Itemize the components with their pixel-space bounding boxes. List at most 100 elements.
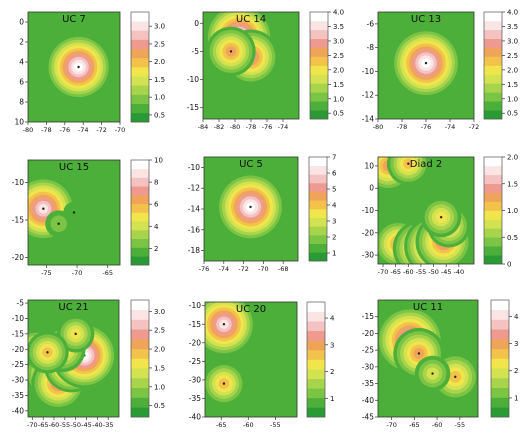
x-tick-label: -65 (102, 269, 113, 277)
y-tick-label: -45 (362, 413, 374, 422)
colorbar-swatch (307, 397, 325, 408)
colorbar: 1 2 3 4 (306, 301, 335, 418)
panel-title: UC 11 (413, 302, 443, 313)
colorbar-swatch (484, 74, 502, 84)
plot-area (378, 157, 472, 264)
colorbar-swatch (484, 165, 502, 176)
colorbar-tick-label: 1.0 (507, 207, 518, 215)
y-tick-label: 8 (19, 98, 24, 107)
colorbar-swatch (307, 302, 325, 312)
colorbar-swatch (307, 407, 325, 418)
colorbar-frame (306, 301, 326, 418)
colorbar-swatch (131, 309, 149, 320)
colorbar-tick-label: 0 (507, 261, 511, 269)
colorbar-tick-label: 3 (332, 218, 336, 226)
colorbar-tick-label: 3.0 (154, 23, 165, 31)
x-tick-label: -80 (373, 123, 384, 131)
x-tick-label: -55 (60, 421, 71, 429)
colorbar-swatch (131, 112, 149, 123)
x-tick-label: -65 (216, 421, 227, 429)
colorbar-tick-label: 2.0 (333, 66, 344, 74)
y-tick-label: -25 (362, 346, 374, 355)
y-tick-label: 2 (19, 38, 24, 47)
plot-area (45, 34, 112, 100)
colorbar-swatch (484, 228, 502, 238)
x-tick-label: -78 (246, 123, 257, 131)
colorbar-frame (130, 11, 150, 123)
y-tick-label: -15 (12, 329, 24, 338)
y-tick-label: -20 (362, 228, 374, 237)
colorbar-swatch (491, 378, 509, 389)
peak-hotspot-2 (205, 361, 246, 406)
colorbar-tick-label: 8 (154, 179, 158, 187)
x-tick-label: -60 (49, 421, 60, 429)
y-tick-label: -10 (362, 206, 374, 215)
y-tick-label: -15 (12, 216, 24, 225)
colorbar-swatch (491, 358, 509, 369)
colorbar-tick-label: 2.5 (154, 40, 165, 48)
colorbar: 0 0.5 1.0 1.5 2.0 (483, 154, 518, 269)
colorbar-tick-label: 1.5 (154, 364, 165, 372)
colorbar-swatch (307, 321, 325, 332)
colorbar-tick-label: 0.5 (507, 234, 518, 242)
colorbar-swatch (484, 237, 502, 247)
panel-4: UC 15 -75 -70 -65 -10 -15 -20 2 4 6 8 10 (12, 157, 163, 278)
y-tick-label: 10 (14, 118, 24, 127)
colorbar-swatch (307, 311, 325, 322)
colorbar-tick-label: 0.5 (154, 402, 165, 410)
colorbar-swatch (484, 56, 502, 66)
colorbar-swatch (484, 65, 502, 75)
colorbar-swatch (307, 330, 325, 341)
colorbar-tick-label: 1 (514, 394, 518, 402)
colorbar-tick-label: 1.5 (507, 180, 518, 188)
panel-title: UC 14 (236, 14, 266, 25)
x-tick-label: -72 (96, 126, 107, 134)
colorbar-tick-label: 3.0 (333, 37, 344, 45)
colorbar-tick-label: 1.0 (507, 95, 518, 103)
panel-8: UC 20 -65 -60 -55 -10 -15 -20 -25 -30 -35 -40 1 2 3 4 (189, 301, 335, 429)
panel-title: UC 21 (58, 302, 88, 313)
colorbar-swatch (491, 339, 509, 350)
colorbar-tick-label: 10 (154, 157, 163, 165)
colorbar-swatch (491, 348, 509, 359)
y-tick-label: -30 (362, 251, 374, 260)
y-tick-label: -6 (367, 19, 375, 28)
y-tick-label: -20 (189, 338, 201, 347)
x-tick-label: -76 (421, 123, 432, 131)
colorbar-tick-label: 0.5 (154, 111, 165, 119)
colorbar-tick-label: 4.0 (333, 9, 344, 17)
colorbar-tick-label: 6 (154, 201, 159, 209)
x-tick-label: -75 (41, 269, 52, 277)
colorbar-swatch (131, 21, 149, 31)
site-marker (77, 65, 80, 69)
colorbar-swatch (310, 20, 328, 31)
colorbar-swatch (310, 12, 328, 22)
colorbar-swatch (309, 200, 327, 210)
peak-hotspot-3 (63, 201, 85, 224)
site-marker (424, 61, 428, 65)
plot-area (378, 306, 478, 402)
colorbar-tick-label: 2.0 (507, 154, 518, 162)
colorbar-swatch (484, 183, 502, 193)
y-tick-label: 0 (194, 19, 199, 28)
colorbar-frame (308, 156, 328, 262)
x-tick-label: -60 (432, 421, 443, 429)
colorbar-tick-label: 2.0 (154, 58, 165, 66)
colorbar-tick-label: 7 (332, 154, 336, 162)
colorbar-swatch (131, 103, 149, 114)
colorbar-tick-label: 2 (330, 368, 334, 376)
colorbar-swatch (131, 407, 149, 418)
x-tick-label: -60 (243, 421, 254, 429)
plot-frame (27, 299, 120, 418)
site-marker (439, 215, 443, 219)
colorbar-swatch (310, 92, 328, 102)
colorbar-swatch (131, 221, 149, 231)
plot-frame (204, 301, 298, 418)
colorbar-tick-label: 1.5 (507, 81, 518, 89)
colorbar-swatch (491, 329, 509, 340)
y-tick-label: -12 (188, 184, 200, 193)
y-tick-label: -15 (187, 103, 199, 112)
colorbar-tick-label: 3.5 (333, 23, 344, 31)
y-tick-label: -10 (189, 301, 201, 310)
colorbar-swatch (484, 110, 502, 120)
